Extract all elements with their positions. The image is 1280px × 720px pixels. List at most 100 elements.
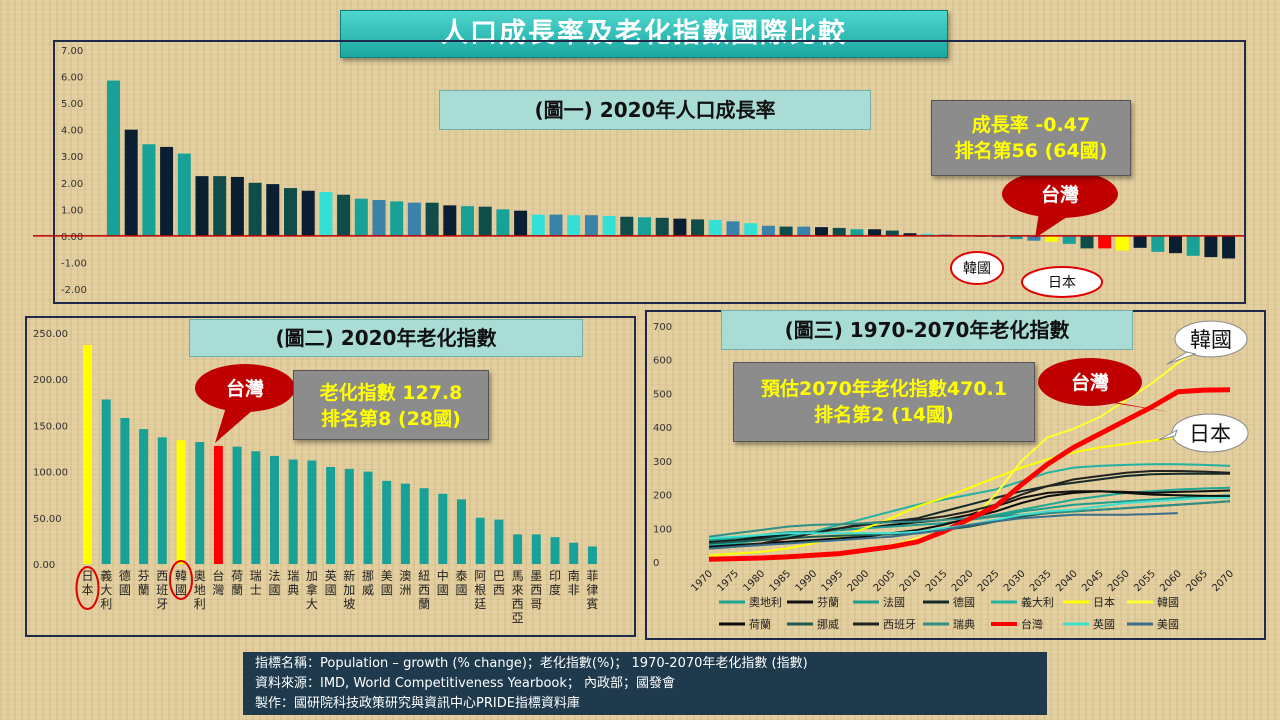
growth-bar <box>1222 235 1236 259</box>
x-tick-label: 2045 <box>1080 568 1106 594</box>
growth-bar <box>1204 235 1218 258</box>
x-tick-label: 2015 <box>924 568 950 594</box>
y-tick-label: 200.00 <box>33 375 68 386</box>
growth-bar <box>319 192 333 236</box>
taiwan-callout-3-label: 台灣 <box>1071 371 1109 394</box>
aging-bar <box>457 499 466 564</box>
growth-bar <box>1133 235 1147 248</box>
taiwan-callout-1-label: 台灣 <box>1041 183 1079 206</box>
category-label: 日本 <box>81 569 93 597</box>
chart3-callout: 預估2070年老化指數470.1 排名第2 (14國) <box>733 362 1035 442</box>
y-tick-label: 100.00 <box>33 468 68 479</box>
legend-label: 日本 <box>1093 595 1115 609</box>
growth-bar <box>744 223 758 236</box>
korea-bubble-tail <box>1166 351 1197 365</box>
aging-bar <box>531 534 541 564</box>
legend-label: 奧地利 <box>749 596 782 609</box>
taiwan-callout-2-label: 台灣 <box>226 377 264 400</box>
y-tick-label: 500 <box>653 389 672 400</box>
population-growth-chart: 7.00 6.00 5.00 4.00 3.00 2.00 1.00 0.00 -1.00 -2.… <box>33 46 1244 298</box>
category-label: 南非 <box>568 568 580 597</box>
taiwan-callout-2-bubble <box>195 364 295 412</box>
chart3-title: (圖三) 1970-2070年老化指數 <box>721 310 1133 350</box>
korea-line-label: 韓國 <box>1190 328 1232 352</box>
aging-bar <box>569 542 579 564</box>
aging-bar <box>438 493 448 564</box>
growth-bar <box>461 206 474 236</box>
page-title: 人口成長率及老化指數國際比較 <box>340 10 948 58</box>
y-tick-label: 700 <box>653 322 672 333</box>
growth-bar <box>337 194 351 236</box>
x-tick-label: 1995 <box>820 568 846 594</box>
aging-bar <box>344 468 354 564</box>
y-tick-label: -2.00 <box>61 285 87 296</box>
aging-trend-panel: 700 600 500 400 300 200 100 0 1970 1975 1980 1985 19… <box>645 310 1266 640</box>
y-tick-label: 1.00 <box>61 205 83 216</box>
y-tick-label: 4.00 <box>61 126 83 137</box>
x-tick-label: 2070 <box>1210 568 1236 594</box>
series-line <box>969 486 1231 521</box>
x-tick-label: 2060 <box>1158 568 1184 594</box>
category-label: 阿根廷 <box>474 569 486 611</box>
growth-bar <box>531 214 545 236</box>
x-tick-label: 2040 <box>1054 568 1080 594</box>
growth-bar <box>301 190 315 236</box>
growth-bar <box>1186 235 1200 256</box>
growth-bar <box>266 184 280 236</box>
korea-label: 韓國 <box>963 261 991 277</box>
growth-bar <box>567 215 581 236</box>
y-tick-label: 200 <box>653 491 672 502</box>
chart3-callout-line1: 預估2070年老化指數470.1 <box>761 378 1007 400</box>
growth-bar <box>177 153 191 236</box>
category-label: 紐西蘭 <box>418 569 430 611</box>
chart1-callout: 成長率 -0.47 排名第56 (64國) <box>931 100 1131 176</box>
x-tick-label: 1975 <box>715 568 741 594</box>
growth-bar <box>1027 235 1041 241</box>
legend-label: 芬蘭 <box>817 596 839 609</box>
growth-bar <box>372 200 386 236</box>
footer-indicator-line: 指標名稱：Population – growth (% change)；老化指數… <box>255 656 808 671</box>
x-tick-label: 1985 <box>767 568 793 594</box>
y-tick-label: 400 <box>653 423 672 434</box>
x-tick-label: 2020 <box>950 568 976 594</box>
aging-bar <box>400 483 410 564</box>
chart2-callout-line2: 排名第8 (28國) <box>321 408 461 430</box>
growth-bar <box>832 227 846 236</box>
x-tick-label: 2055 <box>1132 568 1158 594</box>
aging-bar <box>176 440 186 564</box>
legend-label: 台灣 <box>1021 617 1043 631</box>
category-label: 義大利 <box>100 568 112 611</box>
growth-bar <box>726 221 740 236</box>
x-tick-label: 1970 <box>689 568 715 594</box>
aging-bar <box>101 399 111 564</box>
aging-bar <box>550 537 560 564</box>
aging-bar <box>157 437 167 564</box>
growth-bar <box>107 80 120 236</box>
growth-bar <box>885 230 899 236</box>
legend-label: 英國 <box>1093 617 1115 631</box>
legend-label: 韓國 <box>1157 596 1179 609</box>
y-tick-label: 250.00 <box>33 329 68 340</box>
aging-bar <box>83 345 92 564</box>
category-label: 泰國 <box>455 569 467 597</box>
growth-bar <box>1062 235 1076 244</box>
y-tick-label: 50.00 <box>33 514 62 525</box>
category-label: 墨西哥 <box>530 569 542 611</box>
y-tick-label: 5.00 <box>61 99 83 110</box>
growth-bar <box>761 225 775 236</box>
x-tick-label: 1980 <box>741 568 767 594</box>
growth-bar <box>124 129 138 236</box>
legend-label: 西班牙 <box>883 618 916 631</box>
population-growth-panel: 7.00 6.00 5.00 4.00 3.00 2.00 1.00 0.00 -1.00 -2.… <box>33 40 1246 304</box>
category-label: 法國 <box>268 569 280 597</box>
growth-bar <box>584 215 598 236</box>
growth-bar <box>160 146 174 236</box>
aging-bar <box>475 517 485 564</box>
x-tick-label: 1990 <box>794 568 820 594</box>
growth-bar <box>602 215 616 236</box>
legend-label: 德國 <box>953 595 975 609</box>
aging-bar <box>419 488 429 564</box>
x-tick-label: 2035 <box>1028 568 1054 594</box>
aging-index-chart: 250.00 200.00 150.00 100.00 50.00 0.00 日本義大利德國… <box>33 329 598 625</box>
